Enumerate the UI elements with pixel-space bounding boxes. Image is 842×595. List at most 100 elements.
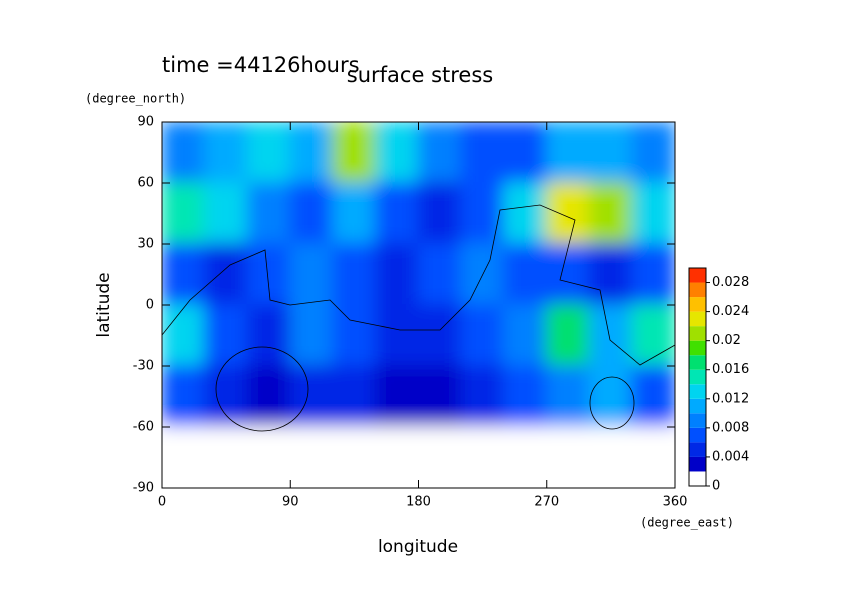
x-axis-label: longitude	[378, 537, 458, 557]
cell	[332, 243, 377, 306]
y-tick-label: -90	[133, 481, 154, 496]
colorbar-tick-label: 0.012	[712, 391, 749, 406]
cell	[332, 426, 377, 488]
colorbar-frame	[688, 267, 707, 487]
cell	[460, 122, 505, 184]
cell	[503, 243, 548, 306]
cell	[417, 182, 463, 245]
colorbar-swatch	[689, 442, 706, 457]
cell	[374, 426, 420, 488]
cell	[332, 365, 377, 428]
colorbar-swatch	[689, 297, 706, 312]
x-tick-label: 270	[534, 495, 559, 510]
cell	[332, 304, 377, 367]
colorbar-swatch	[689, 471, 706, 486]
colorbar-swatch	[689, 413, 706, 428]
y-units: (degree_north)	[85, 92, 186, 106]
colorbar-swatch	[689, 384, 706, 399]
y-tick-label: -60	[133, 420, 154, 435]
colorbar-swatch	[689, 369, 706, 385]
cell	[374, 365, 420, 428]
cell	[417, 122, 463, 184]
cell	[503, 426, 548, 488]
colorbar-tick-label: 0.024	[712, 304, 749, 319]
cell	[289, 304, 334, 367]
cell	[631, 243, 675, 306]
cell	[162, 426, 206, 488]
cell	[374, 243, 420, 306]
cell	[246, 304, 292, 367]
colorbar-swatch	[689, 268, 706, 283]
cell	[460, 304, 505, 367]
subtitle: time =44126hours	[162, 53, 360, 77]
colorbar-tick-label: 0.004	[712, 449, 749, 464]
cells	[162, 122, 675, 488]
y-tick-label: 90	[137, 115, 154, 130]
cell	[162, 365, 206, 428]
cell	[588, 426, 634, 488]
coastline	[215, 346, 309, 432]
colorbar-swatch	[689, 311, 706, 327]
cell	[246, 182, 292, 245]
cell	[162, 182, 206, 245]
cell	[503, 122, 548, 184]
cell	[588, 304, 634, 367]
y-axis-label: latitude	[94, 272, 114, 337]
cell	[631, 426, 675, 488]
cell	[545, 122, 591, 184]
colorbar-tick-label: 0.028	[712, 275, 749, 290]
cell	[631, 365, 675, 428]
cell	[246, 243, 292, 306]
cell	[588, 243, 634, 306]
x-tick-label: 180	[406, 495, 431, 510]
colorbar-tick-label: 0	[712, 479, 720, 494]
colorbar-swatch	[689, 282, 706, 298]
colorbar-swatch	[689, 456, 706, 472]
cell	[417, 426, 463, 488]
cell	[588, 122, 634, 184]
cell	[289, 122, 334, 184]
cell	[545, 426, 591, 488]
cell	[203, 182, 249, 245]
colorbar-swatch	[689, 340, 706, 356]
x-tick-label: 90	[282, 495, 299, 510]
x-tick-label: 0	[158, 495, 166, 510]
cell	[503, 182, 548, 245]
cell	[545, 365, 591, 428]
colorbar-tick-label: 0.008	[712, 420, 749, 435]
cell	[417, 304, 463, 367]
cell	[162, 122, 206, 184]
colorbar-tick-label: 0.016	[712, 362, 749, 377]
cell	[545, 304, 591, 367]
cell	[631, 304, 675, 367]
cell	[374, 304, 420, 367]
cell	[417, 243, 463, 306]
cell	[162, 304, 206, 367]
cell	[246, 365, 292, 428]
cell	[545, 182, 591, 245]
colorbar-swatch	[689, 355, 706, 370]
coastlines	[162, 204, 675, 432]
cell	[460, 182, 505, 245]
coastline	[162, 204, 675, 366]
cell	[203, 365, 249, 428]
y-tick-label: -30	[133, 359, 154, 374]
y-tick-label: 0	[146, 298, 154, 313]
cell	[246, 426, 292, 488]
x-units: (degree_east)	[640, 516, 734, 530]
chart-title: surface stress	[347, 63, 493, 87]
x-tick-label: 360	[663, 495, 688, 510]
cell	[289, 182, 334, 245]
cell	[203, 426, 249, 488]
coastline	[589, 376, 635, 430]
cell	[631, 182, 675, 245]
cell	[545, 243, 591, 306]
colorbar-swatch	[689, 427, 706, 443]
cell	[503, 365, 548, 428]
colorbar-tick-label: 0.02	[712, 333, 741, 348]
cell	[162, 243, 206, 306]
cell	[588, 182, 634, 245]
cell	[374, 182, 420, 245]
cell	[460, 365, 505, 428]
